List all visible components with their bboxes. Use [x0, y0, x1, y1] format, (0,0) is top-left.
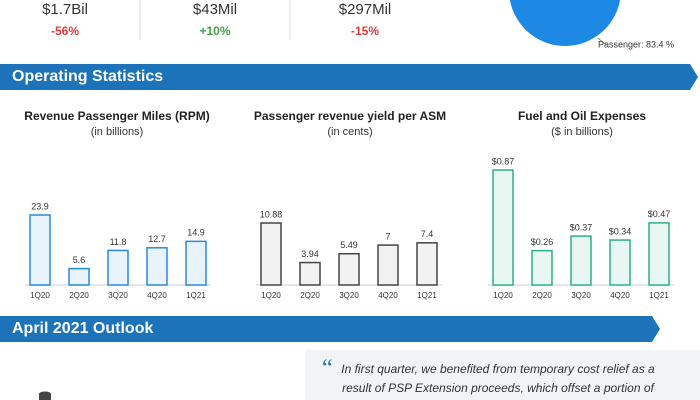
kpi-value: $1.7Bil — [42, 1, 88, 18]
x-tick-label: 2Q20 — [300, 291, 320, 300]
x-tick-label: 4Q20 — [610, 291, 630, 300]
x-tick-label: 3Q20 — [108, 291, 128, 300]
x-tick-label: 2Q20 — [69, 291, 89, 300]
x-tick-label: 1Q21 — [649, 291, 669, 300]
x-tick-label: 1Q20 — [493, 291, 513, 300]
bar — [416, 242, 438, 286]
quote-mark: “ — [322, 356, 333, 382]
quote-text: In first quarter, we benefited from temp… — [341, 362, 655, 395]
bar — [492, 169, 514, 286]
kpi-value: $297Mil — [339, 1, 392, 18]
value-label: 14.9 — [187, 228, 205, 238]
x-tick-label: 2Q20 — [532, 291, 552, 300]
bar — [146, 247, 168, 286]
x-tick-label: 4Q20 — [378, 291, 398, 300]
bar — [107, 249, 129, 286]
value-label: 7.4 — [421, 229, 434, 239]
leader-line — [597, 37, 607, 46]
value-label: 11.8 — [110, 237, 127, 247]
pie-label: Passenger: 83.4 % — [598, 39, 674, 49]
value-label: 3.94 — [301, 249, 319, 259]
bar — [299, 261, 321, 286]
bar — [185, 240, 207, 286]
chart-subtitle: (in cents) — [327, 126, 372, 138]
kpi-value: $43Mil — [193, 1, 237, 18]
x-tick-label: 3Q20 — [571, 291, 591, 300]
x-tick-label: 1Q20 — [30, 291, 50, 300]
quote-wrap: In first quarter, we benefited from temp… — [341, 362, 655, 395]
value-label: 5.6 — [73, 255, 86, 265]
section-title: Operating Statistics — [12, 68, 163, 85]
value-label: 7 — [385, 231, 390, 241]
bar — [570, 235, 592, 286]
value-label: 10.88 — [260, 209, 283, 219]
value-label: $0.34 — [609, 226, 632, 236]
bar — [531, 249, 553, 286]
value-label: $0.87 — [492, 156, 515, 166]
value-label: 23.9 — [31, 201, 49, 211]
bar — [68, 267, 90, 286]
pie-slice — [509, 0, 621, 46]
section-bar — [0, 316, 660, 342]
bar — [377, 244, 399, 286]
x-tick-label: 4Q20 — [147, 291, 167, 300]
kpi-change: +10% — [199, 24, 230, 38]
section-title: April 2021 Outlook — [12, 320, 153, 337]
chart-subtitle: ($ in billions) — [551, 126, 613, 138]
chart-title: Fuel and Oil Expenses — [518, 109, 646, 123]
icon — [39, 391, 51, 400]
bar — [609, 239, 631, 286]
value-label: 12.7 — [148, 234, 166, 244]
value-label: $0.47 — [648, 209, 671, 219]
value-label: $0.26 — [531, 237, 554, 247]
kpi-change: -15% — [351, 24, 379, 38]
kpi-change: -56% — [51, 24, 79, 38]
x-tick-label: 1Q21 — [417, 291, 437, 300]
x-tick-label: 1Q21 — [186, 291, 206, 300]
value-label: 5.49 — [340, 240, 358, 250]
bar — [29, 214, 51, 286]
bar — [648, 222, 670, 286]
quote-box — [305, 350, 700, 400]
bar — [338, 252, 360, 286]
chart-title: Passenger revenue yield per ASM — [254, 109, 446, 123]
chart-subtitle: (in billions) — [91, 126, 144, 138]
bar — [260, 222, 282, 286]
x-tick-label: 3Q20 — [339, 291, 359, 300]
value-label: $0.37 — [570, 222, 593, 232]
chart-title: Revenue Passenger Miles (RPM) — [24, 109, 209, 123]
section-bar — [0, 64, 698, 90]
x-tick-label: 1Q20 — [261, 291, 281, 300]
